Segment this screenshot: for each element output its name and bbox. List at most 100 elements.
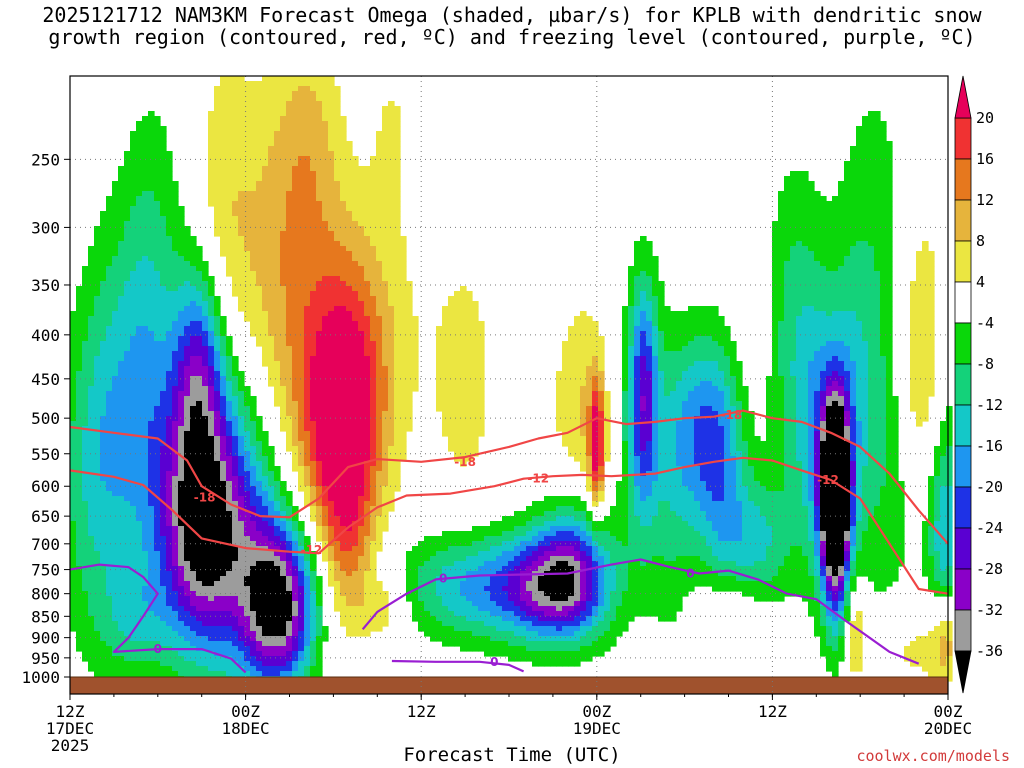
omega-cell: [130, 271, 137, 277]
omega-cell: [346, 261, 353, 267]
omega-cell: [214, 211, 221, 217]
omega-cell: [358, 416, 365, 422]
omega-cell: [346, 471, 353, 477]
omega-cell: [304, 106, 311, 112]
omega-cell: [274, 641, 281, 647]
omega-cell: [334, 91, 341, 97]
omega-cell: [142, 236, 149, 242]
omega-cell: [352, 356, 359, 362]
omega-cell: [142, 301, 149, 307]
omega-cell: [154, 536, 161, 542]
omega-cell: [166, 636, 173, 642]
omega-cell: [148, 116, 155, 122]
omega-cell: [214, 436, 221, 442]
omega-cell: [316, 521, 323, 527]
omega-cell: [160, 571, 167, 577]
omega-cell: [322, 111, 329, 117]
omega-cell: [94, 271, 101, 277]
omega-cell: [310, 121, 317, 127]
omega-cell: [322, 176, 329, 182]
omega-cell: [148, 661, 155, 667]
omega-cell: [262, 616, 269, 622]
omega-cell: [76, 571, 83, 577]
omega-cell: [70, 351, 77, 357]
omega-cell: [70, 411, 77, 417]
omega-cell: [202, 666, 209, 672]
omega-cell: [322, 466, 329, 472]
omega-cell: [322, 551, 329, 557]
omega-cell: [298, 356, 305, 362]
omega-cell: [358, 236, 365, 242]
omega-cell: [334, 571, 341, 577]
omega-cell: [88, 296, 95, 302]
omega-cell: [196, 496, 203, 502]
omega-cell: [130, 361, 137, 367]
omega-cell: [238, 306, 245, 312]
omega-cell: [142, 136, 149, 142]
omega-cell: [166, 361, 173, 367]
omega-cell: [226, 581, 233, 587]
omega-cell: [298, 101, 305, 107]
omega-cell: [184, 271, 191, 277]
omega-cell: [232, 251, 239, 257]
omega-cell: [298, 661, 305, 667]
omega-cell: [100, 261, 107, 267]
omega-cell: [172, 306, 179, 312]
omega-cell: [124, 191, 131, 197]
omega-cell: [124, 151, 131, 157]
omega-cell: [268, 531, 275, 537]
omega-cell: [244, 86, 251, 92]
omega-cell: [286, 191, 293, 197]
omega-cell: [178, 386, 185, 392]
omega-cell: [334, 136, 341, 142]
omega-cell: [340, 536, 347, 542]
omega-cell: [328, 301, 335, 307]
omega-cell: [148, 181, 155, 187]
omega-cell: [292, 466, 299, 472]
omega-cell: [172, 606, 179, 612]
omega-cell: [316, 156, 323, 162]
omega-cell: [268, 516, 275, 522]
omega-cell: [100, 611, 107, 617]
omega-cell: [154, 516, 161, 522]
omega-cell: [88, 656, 95, 662]
omega-cell: [232, 366, 239, 372]
omega-cell: [250, 206, 257, 212]
omega-cell: [94, 516, 101, 522]
omega-cell: [358, 391, 365, 397]
omega-cell: [202, 526, 209, 532]
omega-cell: [190, 301, 197, 307]
omega-cell: [352, 411, 359, 417]
omega-cell: [310, 126, 317, 132]
omega-cell: [346, 271, 353, 277]
omega-cell: [178, 521, 185, 527]
omega-cell: [172, 296, 179, 302]
omega-cell: [298, 261, 305, 267]
omega-cell: [262, 101, 269, 107]
omega-cell: [154, 206, 161, 212]
omega-cell: [250, 496, 257, 502]
omega-cell: [328, 231, 335, 237]
omega-cell: [286, 651, 293, 657]
omega-cell: [88, 641, 95, 647]
omega-cell: [238, 236, 245, 242]
omega-cell: [202, 501, 209, 507]
omega-cell: [136, 566, 143, 572]
omega-cell: [190, 626, 197, 632]
omega-cell: [346, 316, 353, 322]
omega-cell: [190, 501, 197, 507]
omega-cell: [142, 491, 149, 497]
omega-cell: [304, 391, 311, 397]
omega-cell: [328, 401, 335, 407]
omega-cell: [142, 581, 149, 587]
omega-cell: [184, 621, 191, 627]
omega-cell: [142, 441, 149, 447]
omega-cell: [316, 296, 323, 302]
omega-cell: [166, 516, 173, 522]
omega-cell: [238, 631, 245, 637]
omega-cell: [172, 466, 179, 472]
omega-cell: [340, 531, 347, 537]
omega-cell: [160, 636, 167, 642]
omega-cell: [358, 271, 365, 277]
omega-cell: [268, 241, 275, 247]
